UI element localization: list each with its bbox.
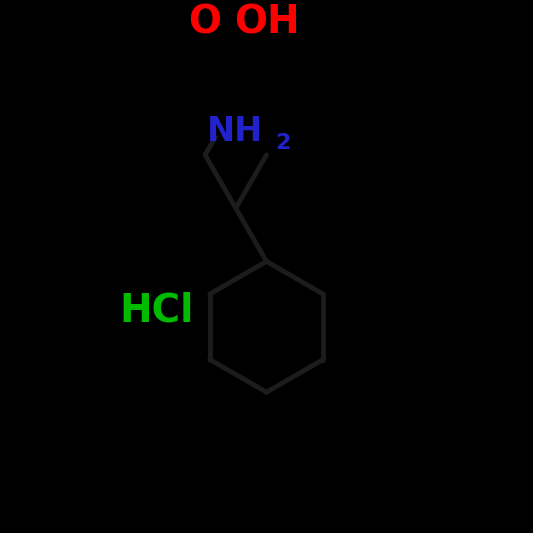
Text: NH: NH xyxy=(207,115,263,148)
Text: HCl: HCl xyxy=(120,292,194,330)
Text: 2: 2 xyxy=(275,133,290,153)
Text: OH: OH xyxy=(233,3,300,42)
Text: O: O xyxy=(189,3,222,42)
